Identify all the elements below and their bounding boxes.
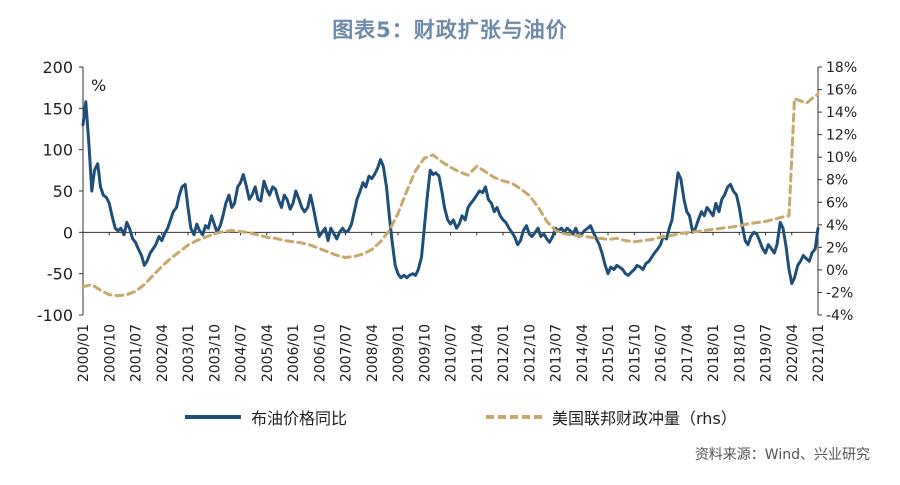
left-axis-unit: %: [91, 76, 106, 95]
x-tick-label: 2014/04: [575, 324, 591, 382]
x-tick-label: 2008/04: [365, 324, 381, 382]
right-tick-label: 12%: [826, 128, 857, 144]
left-tick-label: 150: [42, 99, 73, 118]
right-tick-label: 6%: [826, 195, 848, 211]
x-tick-label: 2003/10: [207, 324, 223, 382]
x-tick-label: 2012/01: [496, 324, 512, 382]
x-tick-label: 2009/01: [391, 324, 407, 382]
x-tick-label: 2006/01: [286, 324, 302, 382]
right-tick-label: 16%: [826, 83, 857, 99]
x-tick-label: 2000/01: [76, 324, 92, 382]
legend-label-fiscal: 美国联邦财政冲量（rhs）: [552, 409, 737, 428]
x-tick-label: 2012/10: [522, 324, 538, 382]
x-tick-label: 2016/07: [654, 324, 670, 382]
right-tick-label: 8%: [826, 173, 848, 189]
x-tick-label: 2002/04: [155, 324, 171, 382]
x-tick-label: 2007/07: [339, 324, 355, 382]
x-tick-label: 2003/01: [181, 324, 197, 382]
legend-item-oil: 布油价格同比: [185, 405, 347, 429]
chart-title: 图表5：财政扩张与油价: [332, 18, 568, 42]
right-tick-label: 14%: [826, 105, 857, 121]
x-tick-label: 2011/04: [470, 324, 486, 382]
left-tick-label: 200: [42, 58, 73, 77]
right-tick-label: 2%: [826, 240, 848, 256]
x-tick-label: 2018/01: [706, 324, 722, 382]
chart-area: 200 150 100 50 0 -50 -100% 18% 16% 14% 12% 10% 8% 6% 4…: [37, 58, 857, 382]
source-note: 资料来源：Wind、兴业研究: [694, 447, 870, 463]
left-tick-label: -50: [47, 265, 73, 284]
left-tick-label: 0: [63, 223, 73, 242]
x-tick-label: 2015/01: [601, 324, 617, 382]
right-tick-label: 10%: [826, 150, 857, 166]
x-tick-label: 2004/07: [234, 324, 250, 382]
x-tick-label: 2021/01: [811, 324, 827, 382]
x-tick-label: 2010/07: [444, 324, 460, 382]
x-tick-label: 2013/07: [549, 324, 565, 382]
series-layer: [81, 92, 820, 298]
tick-label-layer: 200 150 100 50 0 -50 -100% 18% 16% 14% 12% 10% 8% 6% 4…: [37, 58, 857, 382]
series-line-fiscal-impulse: [81, 92, 820, 298]
left-tick-label: 50: [53, 182, 73, 201]
x-tick-label: 2000/10: [102, 324, 118, 382]
series-line-oil-yoy: [81, 100, 820, 286]
left-tick-label: 100: [42, 141, 73, 160]
x-tick-label: 2019/07: [759, 324, 775, 382]
right-tick-label: -2%: [826, 285, 853, 301]
x-tick-label: 2015/10: [627, 324, 643, 382]
right-tick-label: 18%: [826, 60, 857, 76]
legend-label-oil: 布油价格同比: [251, 409, 348, 428]
x-tick-label: 2020/04: [785, 324, 801, 382]
x-tick-label: 2018/10: [732, 324, 748, 382]
x-tick-label: 2001/07: [129, 324, 145, 382]
x-tick-label: 2009/10: [417, 324, 433, 382]
right-tick-label: 0%: [826, 263, 848, 279]
legend: 布油价格同比 美国联邦财政冲量（rhs）: [0, 405, 900, 429]
x-tick-label: 2017/04: [680, 324, 696, 382]
right-tick-label: -4%: [826, 308, 853, 324]
axes-layer: [79, 66, 822, 316]
left-tick-label: -100: [37, 306, 73, 325]
legend-item-fiscal: 美国联邦财政冲量（rhs）: [486, 405, 737, 429]
legend-swatch-oil: [185, 415, 241, 419]
x-tick-label: 2005/04: [260, 324, 276, 382]
legend-swatch-fiscal: [486, 415, 542, 419]
x-tick-label: 2006/10: [312, 324, 328, 382]
right-tick-label: 4%: [826, 218, 848, 234]
